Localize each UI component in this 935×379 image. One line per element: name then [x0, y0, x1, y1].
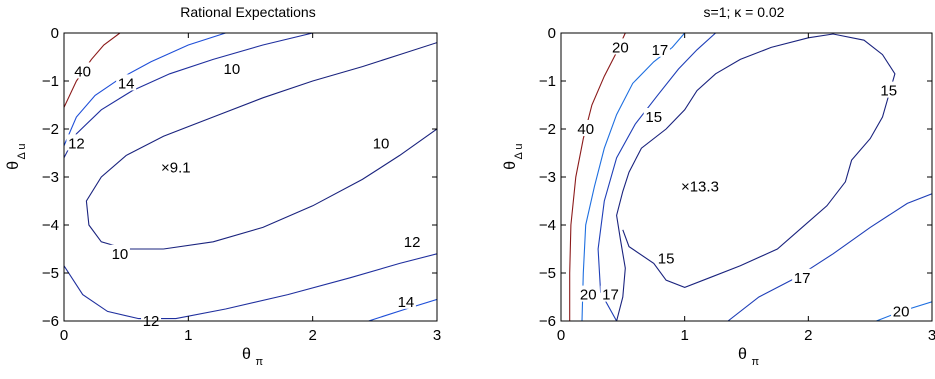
contour-label-bg: [792, 268, 813, 285]
contour-label: 20: [893, 303, 910, 320]
x-tick-label: 1: [680, 327, 688, 344]
y-axis-label: θ: [502, 161, 519, 170]
y-tick-label: 0: [51, 25, 59, 42]
contour-line-14: [368, 298, 437, 321]
x-axis-label-subscript: π: [256, 356, 264, 368]
optimum-marker: ×13.3: [681, 179, 719, 196]
contour-line-17: [727, 193, 932, 321]
contour-label: 15: [880, 83, 897, 100]
x-tick-label: 1: [184, 327, 192, 344]
contour-label: 10: [112, 246, 129, 263]
contour-label-bg: [610, 38, 631, 55]
contour-line-14: [64, 33, 226, 147]
contour-label-bg: [575, 120, 596, 136]
contour-label-bg: [402, 232, 423, 249]
y-axis-label-subscript: Δ u: [16, 144, 28, 160]
x-tick-label: 0: [60, 327, 68, 344]
contour-label-bg: [600, 285, 621, 302]
contour-line-17: [597, 33, 716, 321]
y-tick-label: −4: [539, 217, 556, 234]
x-tick-label: 3: [928, 327, 935, 344]
y-tick-label: −1: [42, 73, 59, 90]
contour-lines: [64, 33, 437, 321]
contour-line-40: [64, 33, 121, 108]
contour-label-bg: [371, 134, 392, 151]
y-axis-label: θ: [5, 161, 22, 170]
contour-label: 14: [398, 294, 415, 311]
contour-label: 40: [577, 121, 594, 138]
x-axis-label: θ: [242, 346, 251, 363]
y-tick-label: −2: [539, 121, 556, 138]
contour-label-bg: [891, 302, 912, 319]
contour-label-bg: [72, 62, 93, 79]
contour-label-bg: [649, 40, 670, 57]
y-tick-label: −4: [42, 217, 59, 234]
contour-label-bg: [578, 285, 599, 302]
contour-lines: [569, 33, 932, 321]
y-tick-label: −6: [539, 313, 556, 330]
contour-label: 17: [794, 270, 811, 287]
contour-label-bg: [109, 244, 130, 261]
y-tick-label: −5: [539, 265, 556, 282]
contour-line-40: [569, 33, 626, 321]
contour-label: 12: [404, 234, 421, 251]
y-axis-label-group: θΔ u: [5, 144, 28, 170]
contour-label: 10: [373, 135, 390, 152]
contour-label-bg: [221, 60, 242, 76]
contour-label: 17: [652, 42, 669, 59]
contour-label-bg: [395, 292, 416, 309]
contour-line-20: [581, 33, 686, 321]
y-tick-label: −3: [539, 169, 556, 186]
x-axis-label: θ: [738, 346, 747, 363]
x-tick-label: 2: [308, 327, 316, 344]
contour-label: 12: [68, 135, 85, 152]
y-tick-label: 0: [548, 25, 556, 42]
contour-label: 15: [658, 251, 675, 268]
panel-title: Rational Expectations: [180, 4, 315, 20]
contour-line-12: [64, 253, 437, 320]
contour-label: 20: [612, 39, 629, 56]
x-tick-label: 3: [433, 327, 441, 344]
contour-label: 20: [580, 287, 597, 304]
y-tick-label: −1: [539, 73, 556, 90]
panel-rational-expectations: Rational Expectations 401412101010121214…: [5, 4, 441, 368]
y-axis-label-group: θΔ u: [502, 144, 525, 170]
contour-label: 40: [74, 63, 91, 80]
contour-label-bg: [116, 74, 137, 91]
contour-label-bg: [141, 312, 162, 328]
x-tick-label: 0: [557, 327, 565, 344]
contour-line-15: [616, 33, 896, 321]
contour-line-12: [64, 33, 313, 159]
contour-label: 14: [118, 75, 135, 92]
x-tick-label: 2: [804, 327, 812, 344]
y-tick-label: −2: [42, 121, 59, 138]
contour-line-10: [85, 42, 437, 250]
contour-label-bg: [643, 108, 664, 124]
panel-title: s=1; κ = 0.02: [704, 4, 785, 20]
contour-label-bg: [878, 81, 899, 98]
contour-label-bg: [66, 134, 87, 151]
y-axis-label-subscript: Δ u: [513, 144, 525, 160]
contour-label-bg: [656, 249, 677, 266]
contour-label: 15: [645, 109, 662, 126]
x-axis-label-subscript: π: [752, 356, 760, 368]
contour-line-10: [163, 128, 437, 250]
contour-label: 17: [602, 287, 619, 304]
plot-frame: [560, 32, 933, 322]
y-tick-label: −5: [42, 265, 59, 282]
y-tick-label: −3: [42, 169, 59, 186]
y-tick-label: −6: [42, 313, 59, 330]
contour-label: 10: [224, 61, 241, 78]
optimum-marker: ×9.1: [161, 159, 191, 176]
